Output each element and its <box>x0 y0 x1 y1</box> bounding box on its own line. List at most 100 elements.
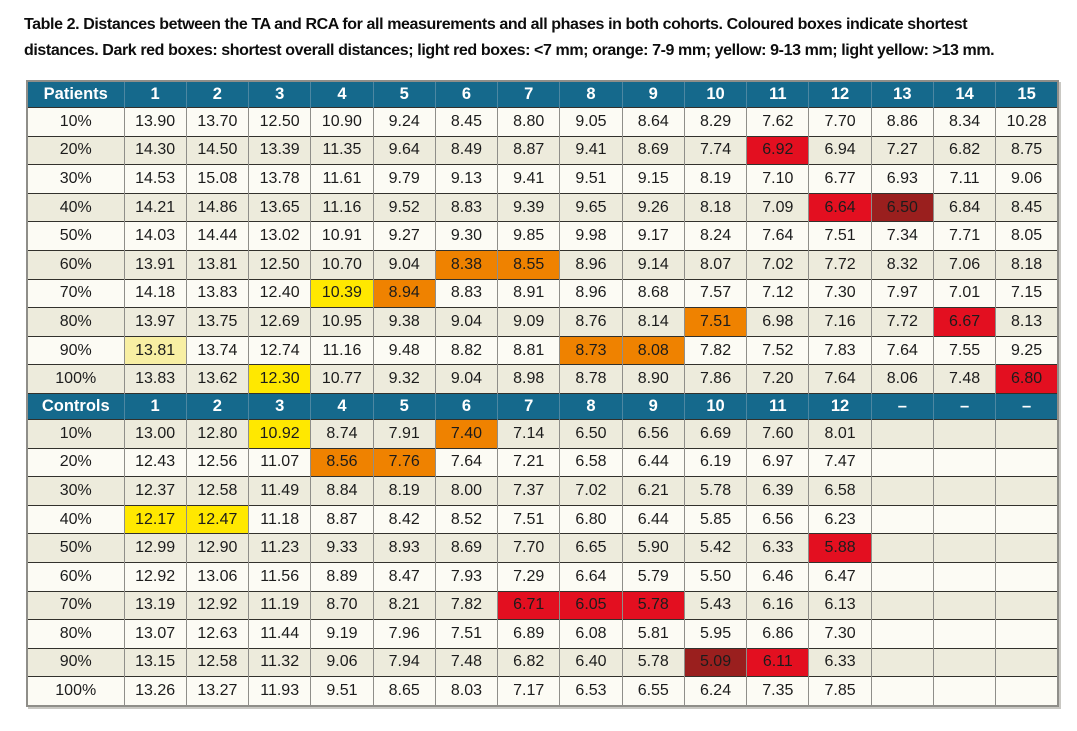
value-cell: 10.91 <box>310 221 374 251</box>
value-cell: 9.85 <box>497 221 560 251</box>
value-cell: 8.19 <box>683 164 747 194</box>
value-cell: 5.95 <box>683 619 747 649</box>
value-cell: 13.19 <box>123 590 187 620</box>
value-cell: 7.82 <box>434 590 498 620</box>
value-cell: 8.56 <box>310 447 374 477</box>
value-cell: 7.70 <box>497 533 560 563</box>
row-label: 70% <box>27 278 124 308</box>
column-header-5: 5 <box>372 80 436 108</box>
value-cell: 6.69 <box>683 418 747 449</box>
empty-cell <box>870 533 934 563</box>
value-cell: 8.65 <box>372 676 436 706</box>
value-cell: 8.80 <box>497 107 560 137</box>
value-cell: 9.52 <box>372 192 436 222</box>
value-cell: 8.84 <box>310 476 374 506</box>
value-cell: 12.47 <box>185 504 249 534</box>
value-cell: 12.43 <box>123 447 187 477</box>
value-cell: 7.85 <box>808 676 872 706</box>
caption-line-2: distances. Dark red boxes: shortest over… <box>24 42 995 59</box>
column-header-2: 2 <box>185 392 249 420</box>
value-cell: 13.91 <box>123 249 187 280</box>
value-cell: 7.09 <box>746 192 809 222</box>
value-cell: 8.83 <box>434 192 498 222</box>
value-cell: 6.50 <box>559 418 623 449</box>
row-label: 50% <box>27 221 124 251</box>
value-cell: 5.50 <box>683 561 747 591</box>
value-cell: 9.06 <box>995 164 1058 194</box>
value-cell: 8.47 <box>372 561 436 591</box>
value-cell: 11.49 <box>248 476 311 506</box>
value-cell: 12.37 <box>123 476 187 506</box>
value-cell: 6.71 <box>497 590 560 620</box>
value-cell: 6.33 <box>746 533 809 563</box>
value-cell: 8.06 <box>870 364 934 394</box>
value-cell: 10.39 <box>310 278 374 308</box>
value-cell: 9.32 <box>372 364 436 394</box>
row-label: 100% <box>27 676 124 706</box>
value-cell: 7.01 <box>932 278 996 308</box>
row-label: 60% <box>27 249 124 280</box>
value-cell: 12.30 <box>248 364 311 394</box>
value-cell: 9.65 <box>559 192 623 222</box>
value-cell: 6.64 <box>559 561 623 591</box>
value-cell: 5.85 <box>683 504 747 534</box>
value-cell: 8.13 <box>995 307 1058 337</box>
value-cell: 10.28 <box>995 107 1058 137</box>
table-row: 40% 12.17 12.47 11.18 8.87 8.42 8.52 7.51 6.80 6.… <box>27 504 1058 534</box>
column-header-7: 7 <box>497 392 560 420</box>
value-cell: 12.58 <box>185 476 249 506</box>
value-cell: 9.33 <box>310 533 374 563</box>
value-cell: 8.96 <box>559 278 623 308</box>
empty-cell <box>995 676 1058 706</box>
value-cell: 8.49 <box>434 135 498 165</box>
value-cell: 9.41 <box>559 135 623 165</box>
row-label: 80% <box>27 307 124 337</box>
column-header-2: 2 <box>185 80 249 108</box>
value-cell: 7.47 <box>808 447 872 477</box>
empty-cell <box>932 647 996 677</box>
value-cell: 13.27 <box>185 676 249 706</box>
column-header-3: 3 <box>248 80 311 108</box>
value-cell: 12.92 <box>185 590 249 620</box>
empty-cell <box>932 418 996 449</box>
value-cell: 9.27 <box>372 221 436 251</box>
value-cell: 8.05 <box>995 221 1058 251</box>
row-label: 60% <box>27 561 124 591</box>
value-cell: 7.40 <box>434 418 498 449</box>
empty-cell <box>870 418 934 449</box>
value-cell: 9.19 <box>310 619 374 649</box>
value-cell: 9.14 <box>621 249 685 280</box>
value-cell: 11.16 <box>310 335 374 365</box>
table-row: 30% 14.53 15.08 13.78 11.61 9.79 9.13 9.41 9.51 9… <box>27 164 1058 194</box>
value-cell: 9.06 <box>310 647 374 677</box>
value-cell: 6.50 <box>870 192 934 222</box>
value-cell: 5.88 <box>808 533 872 563</box>
empty-cell <box>932 561 996 591</box>
row-label: 10% <box>27 418 124 449</box>
table-row: 80% 13.07 12.63 11.44 9.19 7.96 7.51 6.89 6.08 5.… <box>27 619 1058 649</box>
section-label-patients: Patients <box>27 80 124 108</box>
value-cell: 7.74 <box>683 135 747 165</box>
value-cell: 14.53 <box>123 164 187 194</box>
value-cell: 9.79 <box>372 164 436 194</box>
value-cell: 9.51 <box>310 676 374 706</box>
value-cell: 7.06 <box>932 249 996 280</box>
value-cell: 11.19 <box>248 590 311 620</box>
row-label: 30% <box>27 476 124 506</box>
column-header-7: 7 <box>497 80 560 108</box>
value-cell: 6.53 <box>559 676 623 706</box>
value-cell: 13.83 <box>185 278 249 308</box>
value-cell: 6.64 <box>808 192 872 222</box>
value-cell: 8.64 <box>621 107 685 137</box>
column-header-8: 8 <box>559 392 623 420</box>
value-cell: 6.33 <box>808 647 872 677</box>
value-cell: 6.94 <box>808 135 872 165</box>
empty-cell <box>932 533 996 563</box>
table-row: 90% 13.15 12.58 11.32 9.06 7.94 7.48 6.82 6.40 5.… <box>27 647 1058 677</box>
column-header-6: 6 <box>434 80 498 108</box>
value-cell: 7.30 <box>808 278 872 308</box>
value-cell: 8.69 <box>621 135 685 165</box>
value-cell: 10.95 <box>310 307 374 337</box>
row-label: 70% <box>27 590 124 620</box>
column-header-1: 1 <box>123 80 187 108</box>
